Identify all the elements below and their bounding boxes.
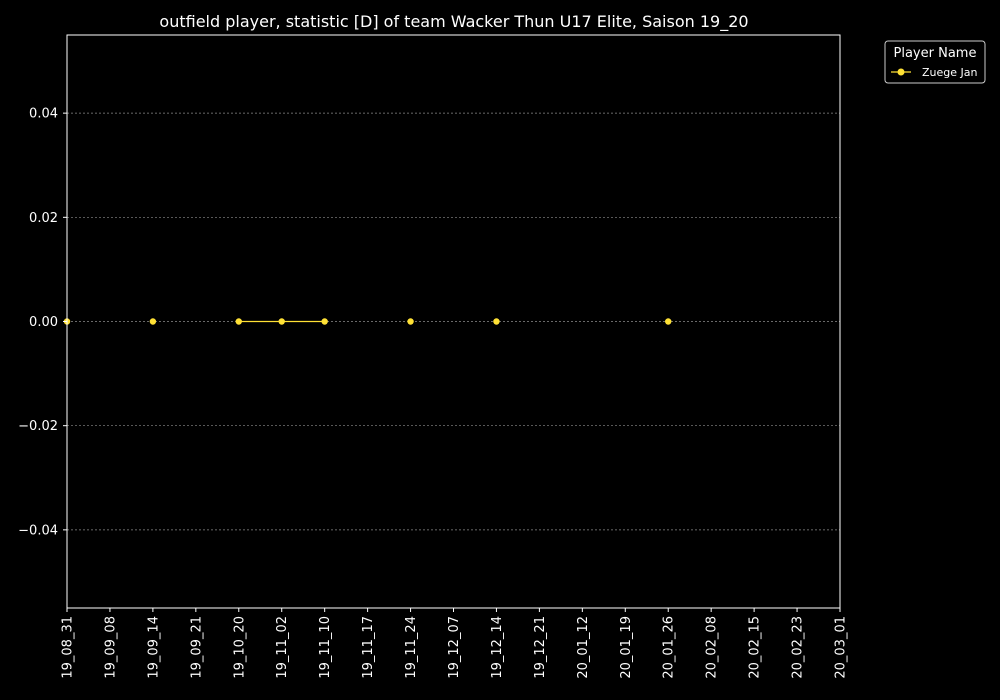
x-tick-label: 20_02_23 <box>791 616 806 679</box>
data-point <box>665 318 672 325</box>
x-tick-label: 19_12_07 <box>447 616 462 679</box>
y-tick-label: 0.02 <box>29 211 58 226</box>
x-tick-label: 19_11_10 <box>318 616 333 679</box>
x-tick-label: 20_01_12 <box>576 616 591 679</box>
x-tick-label: 20_03_01 <box>834 616 849 679</box>
x-tick-label: 19_10_20 <box>232 616 247 679</box>
legend-swatch-marker <box>897 68 905 76</box>
x-tick-label: 19_09_14 <box>146 616 161 679</box>
data-point <box>278 318 285 325</box>
x-tick-label: 20_02_15 <box>748 616 763 679</box>
x-tick-label: 19_12_21 <box>533 616 548 679</box>
series-layer <box>63 318 672 325</box>
legend-entry-label: Zuege Jan <box>922 66 978 79</box>
x-tick-label: 19_11_02 <box>275 616 290 679</box>
data-point <box>321 318 328 325</box>
y-tick-label: 0.00 <box>29 315 58 330</box>
y-tick-label: −0.04 <box>18 523 58 538</box>
data-point <box>493 318 500 325</box>
x-tick-label: 19_12_14 <box>490 616 505 679</box>
axes: −0.04 −0.02 0.00 0.02 0.04 19_08_31 19_09_08 19… <box>18 107 848 679</box>
x-tick-label: 19_11_24 <box>404 616 419 679</box>
data-point <box>407 318 414 325</box>
x-tick-label: 20_01_26 <box>662 616 677 679</box>
legend: Player Name Zuege Jan <box>884 40 986 84</box>
y-tick-label: −0.02 <box>18 419 58 434</box>
data-point <box>149 318 157 325</box>
data-point <box>235 318 242 325</box>
x-tick-label: 20_02_08 <box>705 616 720 679</box>
x-tick-label: 19_09_08 <box>103 616 118 679</box>
x-tick-label: 19_09_21 <box>189 616 204 679</box>
x-tick-label: 19_08_31 <box>61 616 76 679</box>
chart-title: outfield player, statistic [D] of team W… <box>159 12 748 32</box>
legend-title: Player Name <box>894 46 977 61</box>
x-tick-label: 20_01_19 <box>619 616 634 679</box>
x-tick-label: 19_11_17 <box>361 616 376 679</box>
grid-lines <box>67 112 840 531</box>
y-tick-label: 0.04 <box>29 107 58 122</box>
